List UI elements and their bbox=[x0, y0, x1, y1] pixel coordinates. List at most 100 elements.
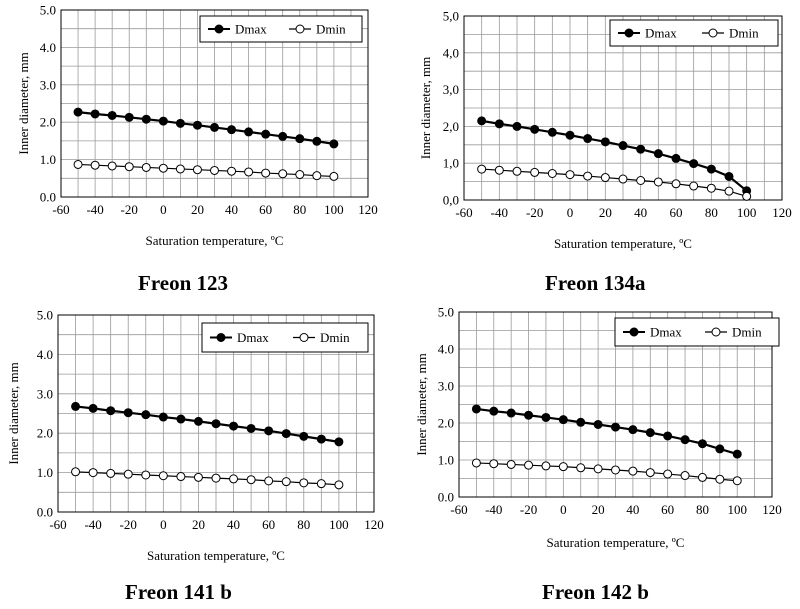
legend-marker-dmax bbox=[624, 28, 634, 38]
chart-caption: Freon 142 b bbox=[542, 580, 649, 604]
y-tick-label: 3.0 bbox=[40, 77, 56, 92]
data-point-dmin bbox=[261, 168, 271, 178]
data-point-dmax bbox=[541, 412, 551, 422]
legend-label-dmin: Dmin bbox=[320, 330, 350, 345]
data-point-dmin bbox=[742, 191, 752, 201]
data-point-dmax bbox=[227, 125, 237, 135]
x-tick-label: 100 bbox=[737, 205, 757, 220]
series-line-dmin bbox=[78, 163, 334, 178]
x-tick-label: 0 bbox=[560, 502, 567, 517]
y-tick-label: 4.0 bbox=[37, 347, 53, 362]
data-point-dmin bbox=[264, 476, 274, 486]
legend-label-dmin: Dmin bbox=[316, 22, 346, 37]
data-point-dmin bbox=[512, 166, 522, 176]
legend-marker-dmax bbox=[214, 24, 224, 34]
data-point-dmin bbox=[175, 164, 185, 174]
y-tick-label: 3.0 bbox=[438, 379, 454, 394]
y-axis-label: Inner diameter, mm bbox=[6, 362, 21, 464]
data-point-dmax bbox=[264, 426, 274, 436]
y-tick-label: 1.0 bbox=[40, 152, 56, 167]
x-tick-label: -20 bbox=[121, 202, 138, 217]
data-point-dmax bbox=[88, 403, 98, 413]
data-point-dmin bbox=[71, 467, 81, 477]
x-axis-label: Saturation temperature, ºC bbox=[147, 548, 285, 563]
data-point-dmax bbox=[316, 434, 326, 444]
data-point-dmin bbox=[123, 469, 133, 479]
data-point-dmax bbox=[600, 137, 610, 147]
data-point-dmax bbox=[593, 419, 603, 429]
legend-label-dmin: Dmin bbox=[732, 325, 762, 340]
x-tick-label: -20 bbox=[120, 517, 137, 532]
data-point-dmax bbox=[158, 116, 168, 126]
data-point-dmin bbox=[680, 471, 690, 481]
data-point-dmin bbox=[697, 472, 707, 482]
data-point-dmin bbox=[141, 162, 151, 172]
data-point-dmax bbox=[123, 408, 133, 418]
data-point-dmax bbox=[477, 116, 487, 126]
x-tick-label: 20 bbox=[191, 202, 204, 217]
y-axis-label: Inner diameter, mm bbox=[414, 353, 429, 455]
data-point-dmin bbox=[211, 473, 221, 483]
data-point-dmin bbox=[73, 159, 83, 169]
data-point-dmax bbox=[576, 417, 586, 427]
data-point-dmax bbox=[547, 127, 557, 137]
data-point-dmax bbox=[732, 449, 742, 459]
plot-frame bbox=[463, 15, 783, 201]
x-tick-label: 80 bbox=[696, 502, 709, 517]
data-point-dmin bbox=[706, 183, 716, 193]
data-point-dmin bbox=[295, 170, 305, 180]
x-tick-label: 0 bbox=[160, 202, 167, 217]
data-point-dmin bbox=[281, 477, 291, 487]
y-tick-label: 1.0 bbox=[438, 453, 454, 468]
data-point-dmax bbox=[107, 110, 117, 120]
data-point-dmax bbox=[175, 118, 185, 128]
data-point-dmax bbox=[618, 141, 628, 151]
y-tick-label: 3.0 bbox=[37, 386, 53, 401]
chart-panel-freon-141b: -60 -40 -20 0 20 40 60 80 100 120 0.0 1.0 2.0 3.0 4.0 5… bbox=[0, 304, 400, 609]
data-point-dmin bbox=[244, 167, 254, 177]
data-point-dmin bbox=[477, 164, 487, 174]
data-point-dmin bbox=[732, 476, 742, 486]
data-point-dmax bbox=[71, 401, 81, 411]
x-tick-label: 20 bbox=[192, 517, 205, 532]
x-axis-label: Saturation temperature, ºC bbox=[547, 535, 685, 550]
data-point-dmax bbox=[176, 414, 186, 424]
data-point-dmax bbox=[524, 410, 534, 420]
x-tick-label: 60 bbox=[661, 502, 674, 517]
chart-caption: Freon 123 bbox=[138, 271, 229, 295]
y-tick-label: 5.0 bbox=[40, 3, 56, 18]
x-tick-label: 80 bbox=[705, 205, 718, 220]
data-point-dmin bbox=[471, 458, 481, 468]
x-tick-label: -40 bbox=[491, 205, 508, 220]
data-point-dmin bbox=[576, 463, 586, 473]
x-tick-label: 120 bbox=[762, 502, 782, 517]
legend-label-dmax: Dmax bbox=[237, 330, 269, 345]
plot-frame bbox=[458, 311, 773, 498]
x-axis-label: Saturation temperature, ºC bbox=[146, 233, 284, 248]
x-tick-label: -60 bbox=[455, 205, 472, 220]
data-point-dmin bbox=[618, 174, 628, 184]
y-tick-label: 2,0 bbox=[443, 119, 459, 134]
x-tick-label: 60 bbox=[670, 205, 683, 220]
x-tick-label: 0 bbox=[160, 517, 167, 532]
data-point-dmax bbox=[663, 431, 673, 441]
data-point-dmin bbox=[316, 479, 326, 489]
data-point-dmax bbox=[494, 119, 504, 129]
data-point-dmin bbox=[158, 163, 168, 173]
data-point-dmin bbox=[663, 469, 673, 479]
data-point-dmin bbox=[106, 468, 116, 478]
x-tick-label: -20 bbox=[526, 205, 543, 220]
legend-label-dmax: Dmax bbox=[235, 22, 267, 37]
data-point-dmax bbox=[583, 134, 593, 144]
x-tick-label: 40 bbox=[227, 517, 240, 532]
x-tick-label: 60 bbox=[262, 517, 275, 532]
data-point-dmin bbox=[530, 167, 540, 177]
data-point-dmax bbox=[697, 439, 707, 449]
series-line-dmax bbox=[481, 119, 748, 192]
data-point-dmax bbox=[141, 410, 151, 420]
data-point-dmin bbox=[141, 470, 151, 480]
x-tick-label: 40 bbox=[626, 502, 639, 517]
data-point-dmin bbox=[227, 166, 237, 176]
chart-freon-123: -60 -40 -20 0 20 40 60 80 100 120 0.0 1.0 2.0 3.0 4.0 5… bbox=[16, 3, 378, 249]
y-tick-label: 1.0 bbox=[37, 465, 53, 480]
